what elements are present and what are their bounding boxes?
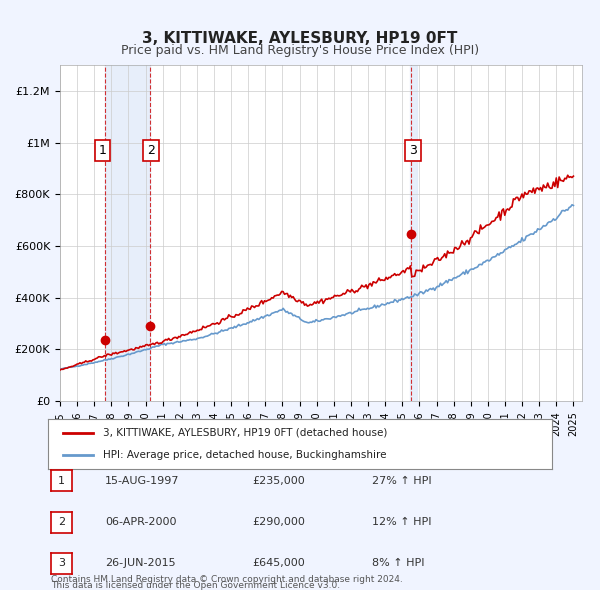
Text: 3: 3 (58, 559, 65, 568)
Text: This data is licensed under the Open Government Licence v3.0.: This data is licensed under the Open Gov… (51, 581, 340, 590)
Text: 3, KITTIWAKE, AYLESBURY, HP19 0FT: 3, KITTIWAKE, AYLESBURY, HP19 0FT (142, 31, 458, 46)
Text: HPI: Average price, detached house, Buckinghamshire: HPI: Average price, detached house, Buck… (103, 450, 387, 460)
Text: 12% ↑ HPI: 12% ↑ HPI (372, 517, 431, 527)
Text: 1: 1 (58, 476, 65, 486)
Text: 2: 2 (58, 517, 65, 527)
Text: £235,000: £235,000 (252, 476, 305, 486)
Bar (105, 65, 150, 401)
Text: 27% ↑ HPI: 27% ↑ HPI (372, 476, 431, 486)
Text: 3, KITTIWAKE, AYLESBURY, HP19 0FT (detached house): 3, KITTIWAKE, AYLESBURY, HP19 0FT (detac… (103, 428, 388, 438)
Text: 15-AUG-1997: 15-AUG-1997 (105, 476, 179, 486)
Text: Price paid vs. HM Land Registry's House Price Index (HPI): Price paid vs. HM Land Registry's House … (121, 44, 479, 57)
Text: Contains HM Land Registry data © Crown copyright and database right 2024.: Contains HM Land Registry data © Crown c… (51, 575, 403, 584)
Text: 8% ↑ HPI: 8% ↑ HPI (372, 559, 425, 568)
Bar (410, 65, 416, 401)
Text: £645,000: £645,000 (252, 559, 305, 568)
Text: 2: 2 (147, 144, 155, 157)
Text: 3: 3 (409, 144, 417, 157)
Text: 06-APR-2000: 06-APR-2000 (105, 517, 176, 527)
Text: 26-JUN-2015: 26-JUN-2015 (105, 559, 176, 568)
Text: 1: 1 (98, 144, 106, 157)
Text: £290,000: £290,000 (252, 517, 305, 527)
